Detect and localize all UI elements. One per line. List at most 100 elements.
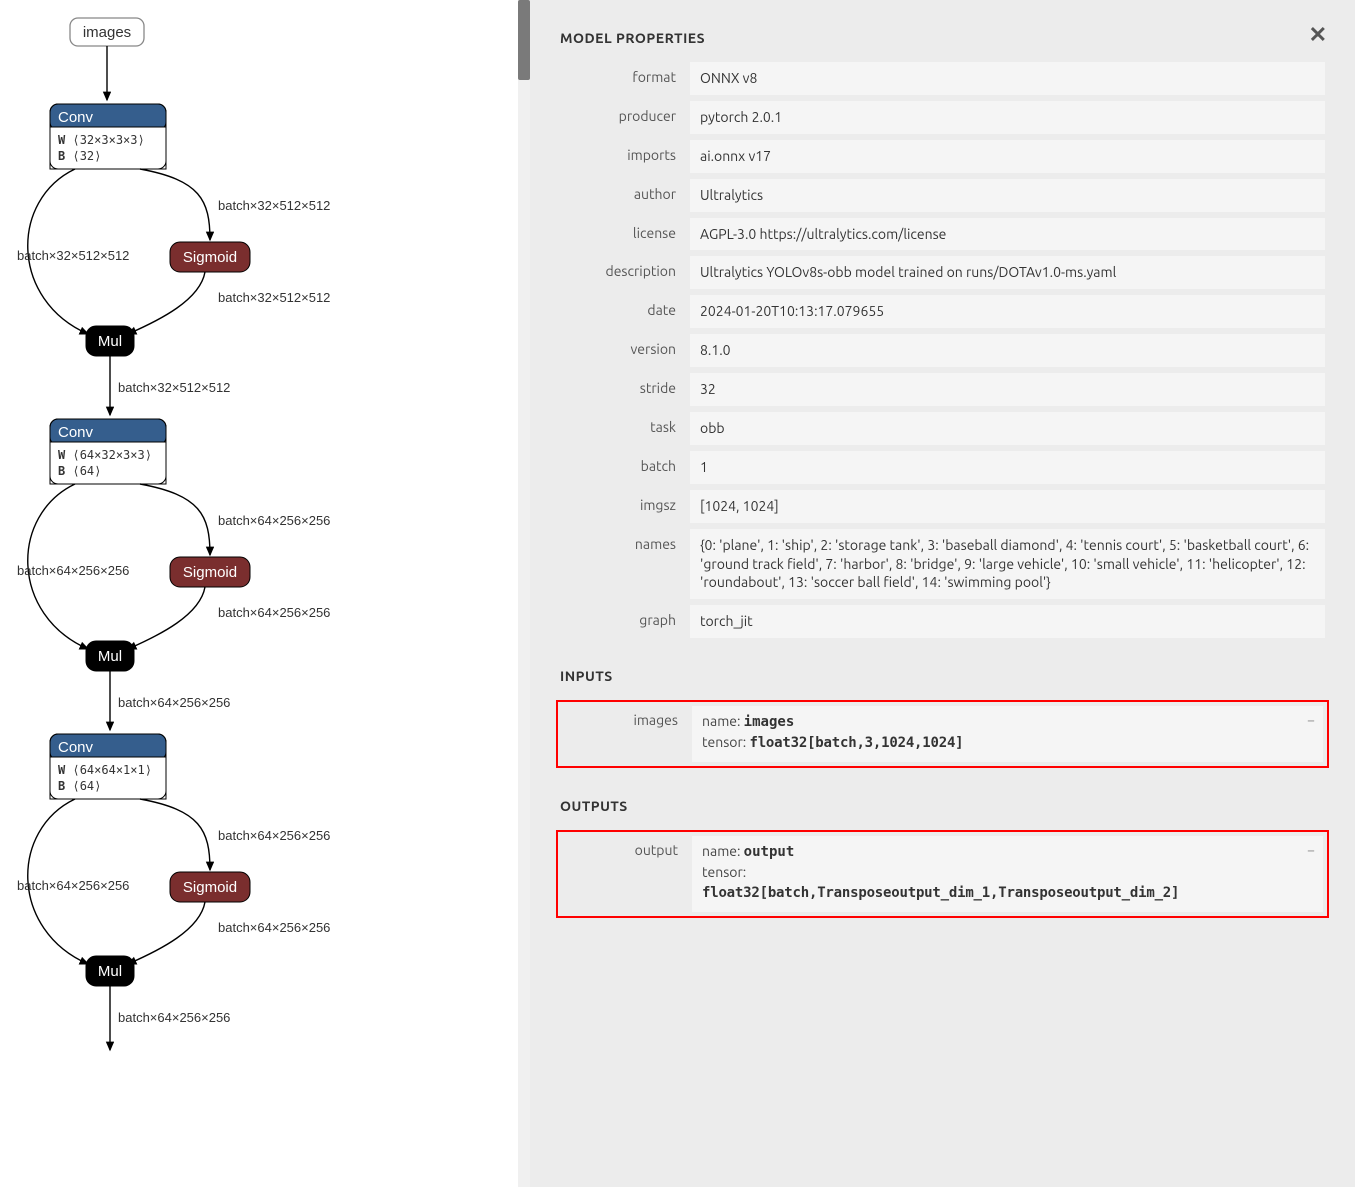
svg-text:B ⟨64⟩: B ⟨64⟩ — [58, 464, 101, 478]
property-label: graph — [560, 605, 690, 628]
properties-panel: ✕ MODEL PROPERTIES formatONNX v8producer… — [530, 0, 1355, 1187]
property-value[interactable]: torch_jit — [690, 605, 1325, 638]
tensor-dim-label: batch×64×256×256 — [218, 828, 330, 843]
property-value[interactable]: obb — [690, 412, 1325, 445]
property-value[interactable]: ONNX v8 — [690, 62, 1325, 95]
property-value[interactable]: 8.1.0 — [690, 334, 1325, 367]
property-value[interactable]: {0: 'plane', 1: 'ship', 2: 'storage tank… — [690, 529, 1325, 600]
input-row-label: images — [562, 706, 692, 728]
edge — [140, 169, 210, 240]
property-label: imgsz — [560, 490, 690, 513]
property-value[interactable]: Ultralytics YOLOv8s-obb model trained on… — [690, 256, 1325, 289]
property-row: licenseAGPL-3.0 https://ultralytics.com/… — [560, 218, 1325, 251]
property-row: descriptionUltralytics YOLOv8s-obb model… — [560, 256, 1325, 289]
section-title-outputs: OUTPUTS — [560, 798, 1325, 814]
node-images-label: images — [83, 24, 131, 41]
svg-text:Mul: Mul — [98, 648, 122, 665]
tensor-dim-label: batch×64×256×256 — [17, 563, 129, 578]
svg-text:Conv: Conv — [58, 424, 94, 441]
conv-block-2[interactable]: Conv W ⟨64×64×1×1⟩ B ⟨64⟩ — [50, 734, 166, 799]
edge — [128, 902, 205, 964]
tensor-dim-label: batch×64×256×256 — [118, 695, 230, 710]
computation-graph[interactable]: images Conv W ⟨32×3×3×3⟩ B ⟨32⟩ batch×32… — [0, 0, 520, 1187]
property-value[interactable]: ai.onnx v17 — [690, 140, 1325, 173]
output-tensor-value: float32[batch,Transposeoutput_dim_1,Tran… — [702, 885, 1179, 901]
tensor-dim-label: batch×64×256×256 — [118, 1010, 230, 1025]
svg-text:Conv: Conv — [58, 739, 94, 756]
collapse-icon[interactable]: − — [1307, 712, 1315, 728]
property-row: date2024-01-20T10:13:17.079655 — [560, 295, 1325, 328]
svg-text:Sigmoid: Sigmoid — [183, 564, 237, 581]
property-label: license — [560, 218, 690, 241]
output-details-box[interactable]: − name: output tensor: float32[batch,Tra… — [692, 836, 1323, 912]
properties-list: formatONNX v8producerpytorch 2.0.1import… — [560, 62, 1325, 638]
property-label: stride — [560, 373, 690, 396]
property-label: format — [560, 62, 690, 85]
outputs-highlighted-region: output − name: output tensor: float32[ba… — [556, 830, 1329, 918]
section-title-properties: MODEL PROPERTIES — [560, 30, 1325, 46]
property-label: names — [560, 529, 690, 552]
svg-text:W ⟨32×3×3×3⟩: W ⟨32×3×3×3⟩ — [58, 133, 145, 147]
property-label: imports — [560, 140, 690, 163]
svg-text:Sigmoid: Sigmoid — [183, 879, 237, 896]
property-label: producer — [560, 101, 690, 124]
svg-text:W ⟨64×32×3×3⟩: W ⟨64×32×3×3⟩ — [58, 448, 152, 462]
close-icon[interactable]: ✕ — [1309, 24, 1327, 46]
svg-text:W ⟨64×64×1×1⟩: W ⟨64×64×1×1⟩ — [58, 763, 152, 777]
property-label: version — [560, 334, 690, 357]
edge — [140, 484, 210, 555]
output-name-value: output — [744, 844, 795, 860]
property-label: task — [560, 412, 690, 435]
property-row: formatONNX v8 — [560, 62, 1325, 95]
output-row-label: output — [562, 836, 692, 858]
svg-text:Mul: Mul — [98, 963, 122, 980]
property-value[interactable]: 2024-01-20T10:13:17.079655 — [690, 295, 1325, 328]
tensor-dim-label: batch×64×256×256 — [218, 920, 330, 935]
property-row: names{0: 'plane', 1: 'ship', 2: 'storage… — [560, 529, 1325, 600]
property-row: importsai.onnx v17 — [560, 140, 1325, 173]
property-label: date — [560, 295, 690, 318]
tensor-dim-label: batch×64×256×256 — [218, 513, 330, 528]
property-label: batch — [560, 451, 690, 474]
svg-text:B ⟨32⟩: B ⟨32⟩ — [58, 149, 101, 163]
property-value[interactable]: 32 — [690, 373, 1325, 406]
section-title-inputs: INPUTS — [560, 668, 1325, 684]
conv-block-0[interactable]: Conv W ⟨32×3×3×3⟩ B ⟨32⟩ — [50, 104, 166, 169]
property-row: version8.1.0 — [560, 334, 1325, 367]
svg-text:B ⟨64⟩: B ⟨64⟩ — [58, 779, 101, 793]
property-label: author — [560, 179, 690, 202]
tensor-dim-label: batch×64×256×256 — [218, 605, 330, 620]
svg-text:Sigmoid: Sigmoid — [183, 249, 237, 266]
edge — [128, 272, 205, 334]
property-value[interactable]: Ultralytics — [690, 179, 1325, 212]
property-row: authorUltralytics — [560, 179, 1325, 212]
graph-pane: images Conv W ⟨32×3×3×3⟩ B ⟨32⟩ batch×32… — [0, 0, 530, 1187]
tensor-dim-label: batch×32×512×512 — [218, 290, 330, 305]
input-details-box[interactable]: − name: images tensor: float32[batch,3,1… — [692, 706, 1323, 762]
property-value[interactable]: AGPL-3.0 https://ultralytics.com/license — [690, 218, 1325, 251]
svg-text:Conv: Conv — [58, 109, 94, 126]
tensor-dim-label: batch×32×512×512 — [17, 248, 129, 263]
conv-block-1[interactable]: Conv W ⟨64×32×3×3⟩ B ⟨64⟩ — [50, 419, 166, 484]
scrollbar-thumb[interactable] — [518, 0, 530, 80]
edge — [140, 799, 210, 870]
tensor-dim-label: batch×32×512×512 — [118, 380, 230, 395]
collapse-icon[interactable]: − — [1307, 842, 1315, 858]
svg-text:Mul: Mul — [98, 333, 122, 350]
property-row: producerpytorch 2.0.1 — [560, 101, 1325, 134]
property-row: taskobb — [560, 412, 1325, 445]
property-value[interactable]: 1 — [690, 451, 1325, 484]
tensor-dim-label: batch×32×512×512 — [218, 198, 330, 213]
scrollbar-track[interactable] — [518, 0, 530, 1187]
property-row: batch1 — [560, 451, 1325, 484]
property-row: graphtorch_jit — [560, 605, 1325, 638]
property-label: description — [560, 256, 690, 279]
property-value[interactable]: pytorch 2.0.1 — [690, 101, 1325, 134]
inputs-highlighted-region: images − name: images tensor: float32[ba… — [556, 700, 1329, 768]
edge — [128, 587, 205, 649]
tensor-dim-label: batch×64×256×256 — [17, 878, 129, 893]
input-tensor-value: float32[batch,3,1024,1024] — [749, 735, 963, 751]
property-row: stride32 — [560, 373, 1325, 406]
input-name-value: images — [744, 714, 795, 730]
property-value[interactable]: [1024, 1024] — [690, 490, 1325, 523]
